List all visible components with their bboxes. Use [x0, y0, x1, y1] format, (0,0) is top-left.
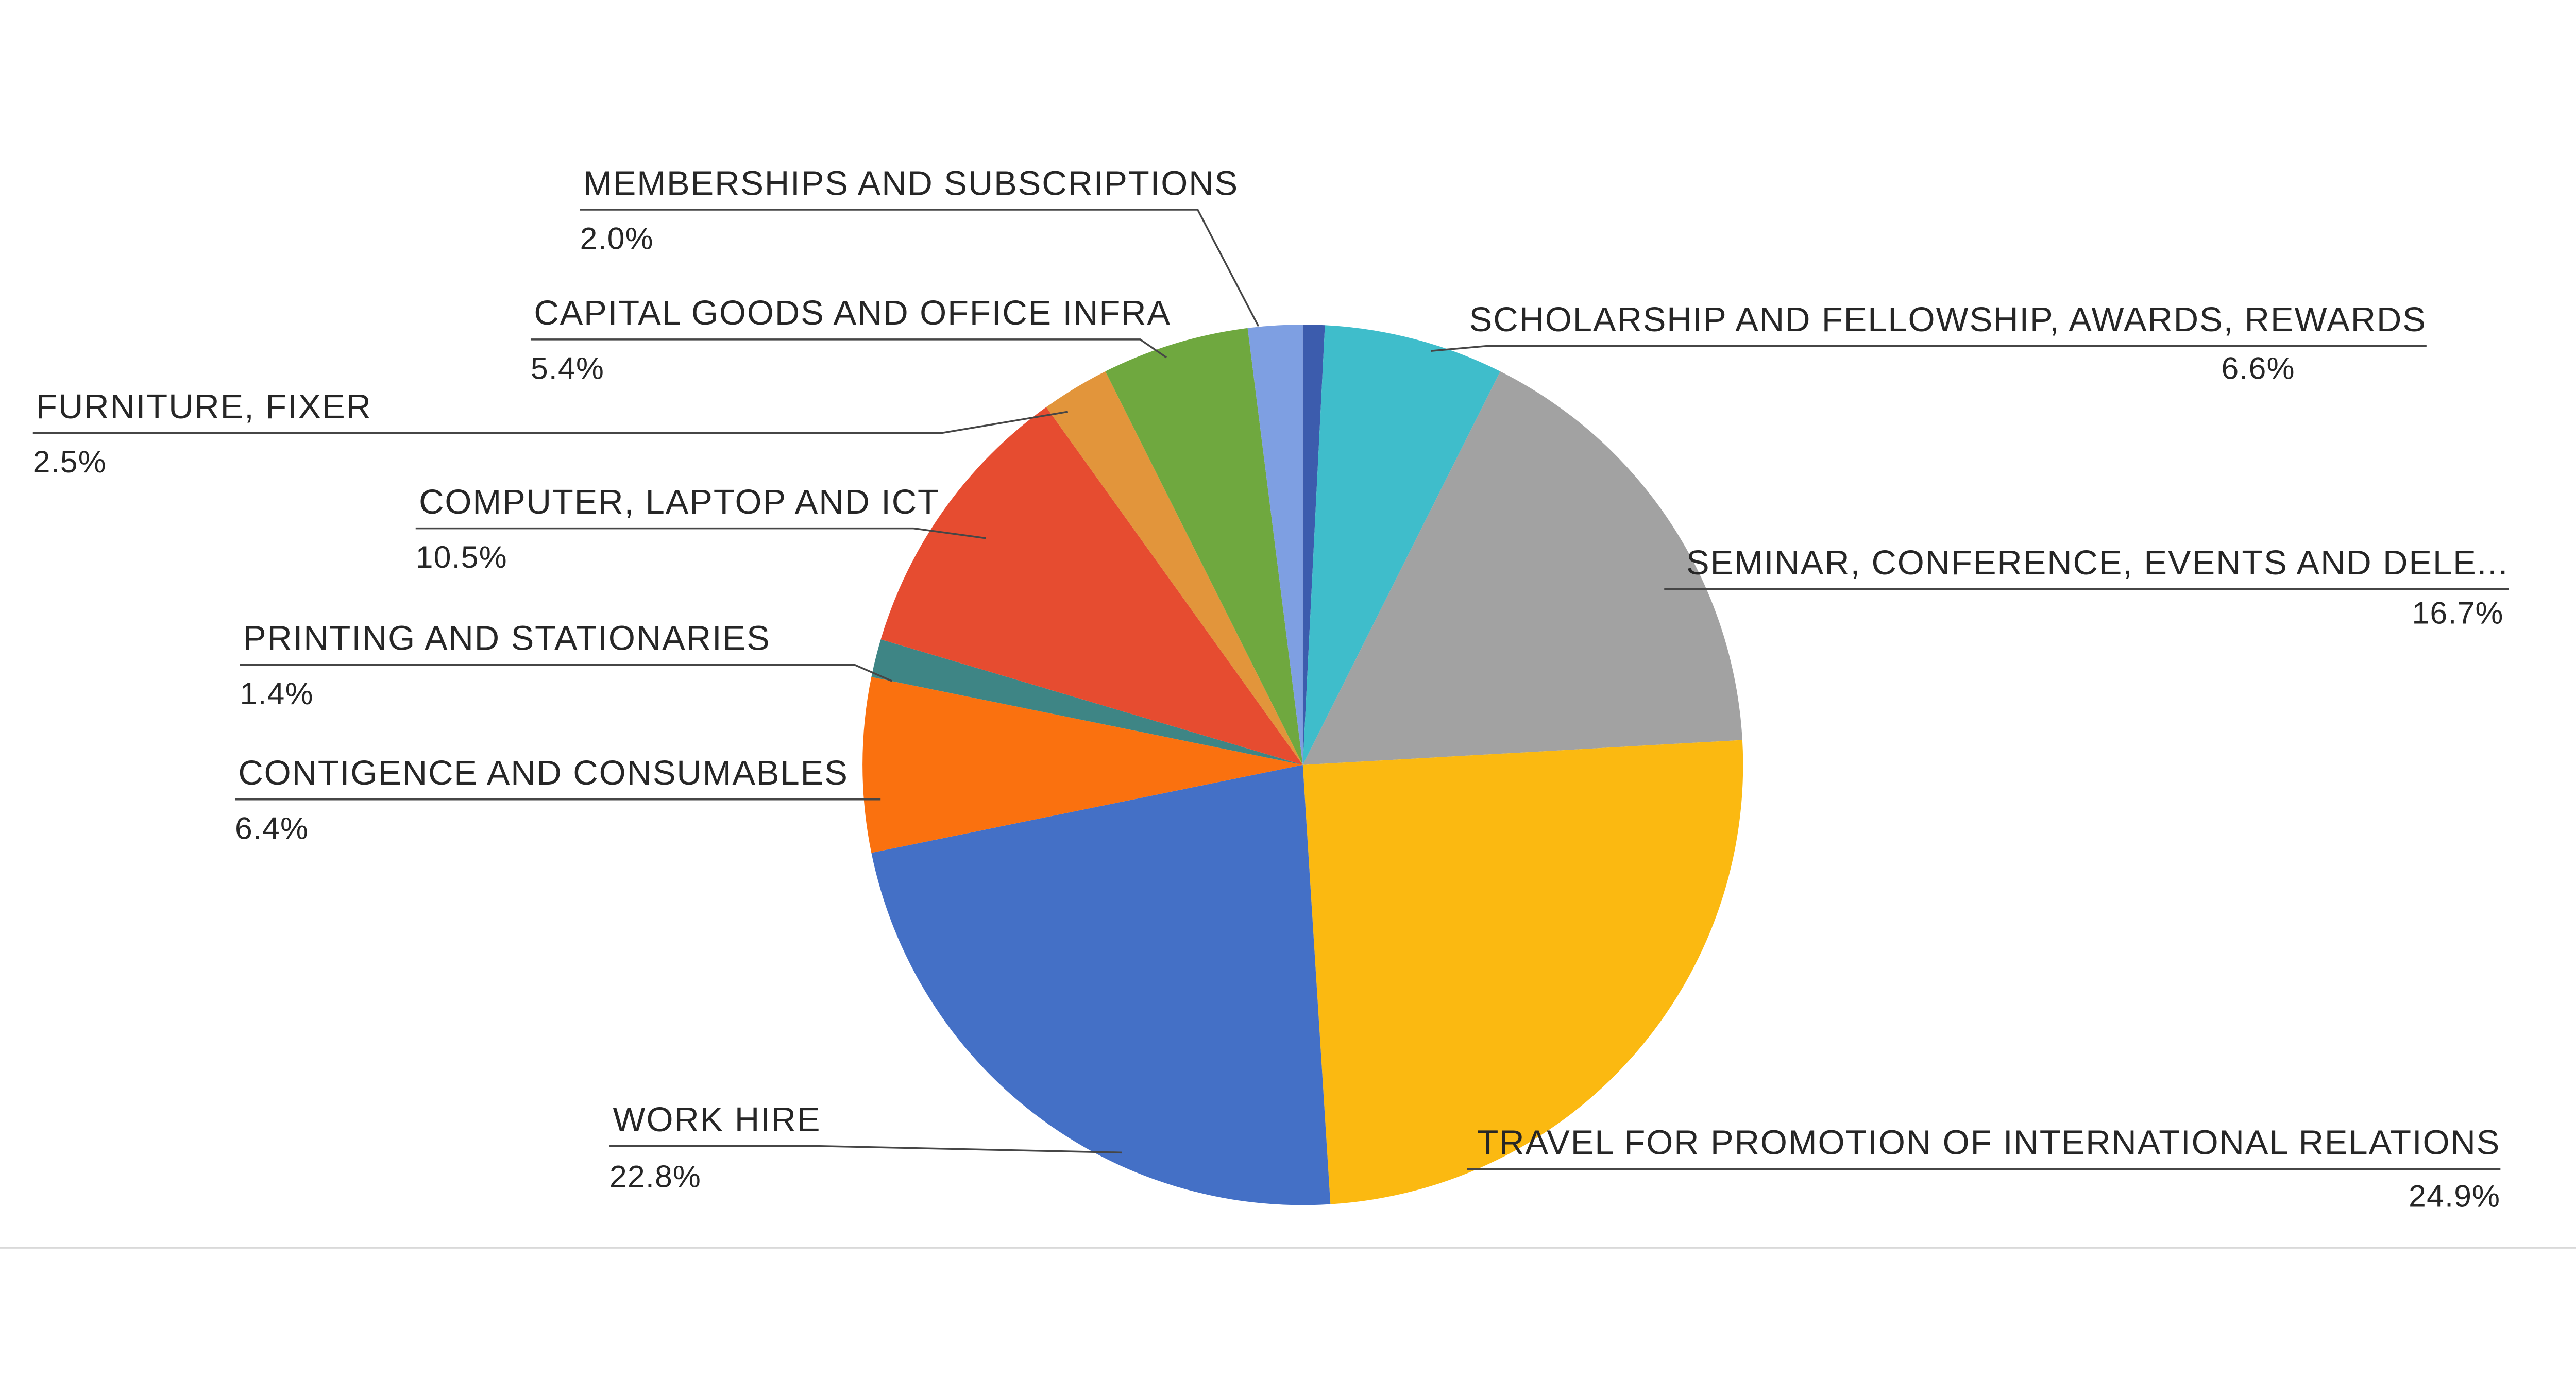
leader-line [530, 338, 1167, 359]
slice-percent: 6.6% [2222, 350, 2295, 385]
pie-slice-computer-laptop-and-ict [880, 407, 1303, 765]
slice-percent: 10.5% [416, 539, 507, 574]
pie-slice-unlabeled [1302, 325, 1325, 765]
slice-label: CAPITAL GOODS AND OFFICE INFRA [534, 294, 1171, 332]
slice-percent: 1.4% [240, 676, 314, 711]
callout-furniture-fixer: FURNITURE, FIXER 2.5% [32, 387, 1068, 479]
pie-slice-memberships-and-subscriptions [1247, 325, 1303, 765]
slice-percent: 24.9% [2409, 1179, 2500, 1214]
leader-line [609, 1145, 1122, 1154]
slice-percent: 2.0% [580, 221, 654, 256]
pie-slice-scholarship-and-fellowship-awards-rewards [1302, 325, 1500, 765]
callout-seminar-conference-events: SEMINAR, CONFERENCE, EVENTS AND DELE... … [1664, 543, 2509, 631]
slice-label: PRINTING AND STATIONARIES [243, 619, 771, 658]
pie-slice-furniture-fixer [1046, 371, 1303, 765]
leader-line [415, 527, 986, 539]
leader-line [580, 209, 1260, 327]
slice-label: CONTIGENCE AND CONSUMABLES [238, 754, 848, 792]
callout-travel-for-promotion-of-international-relations: TRAVEL FOR PROMOTION OF INTERNATIONAL RE… [1467, 1124, 2501, 1214]
slice-label: WORK HIRE [613, 1100, 821, 1139]
callout-scholarship-and-fellowship-awards-rewards: SCHOLARSHIP AND FELLOWSHIP, AWARDS, REWA… [1431, 300, 2427, 385]
callout-computer-laptop-and-ict: COMPUTER, LAPTOP AND ICT 10.5% [416, 483, 986, 574]
pie-slice-work-hire [871, 764, 1331, 1205]
leader-line [240, 664, 893, 682]
pie-slice-contigence-and-consumables [862, 677, 1303, 853]
leader-line [1431, 345, 2427, 352]
pie-slices [862, 325, 1743, 1205]
slice-label: MEMBERSHIPS AND SUBSCRIPTIONS [583, 164, 1239, 202]
slice-label: FURNITURE, FIXER [36, 387, 372, 426]
slice-label: TRAVEL FOR PROMOTION OF INTERNATIONAL RE… [1477, 1124, 2500, 1162]
callout-work-hire: WORK HIRE 22.8% [609, 1100, 1122, 1194]
slice-callouts: MEMBERSHIPS AND SUBSCRIPTIONS 2.0% CAPIT… [32, 164, 2509, 1214]
pie-slice-printing-and-stationaries [871, 639, 1303, 765]
slice-label: SEMINAR, CONFERENCE, EVENTS AND DELE... [1686, 543, 2509, 582]
callout-contigence-and-consumables: CONTIGENCE AND CONSUMABLES 6.4% [234, 754, 881, 845]
pie-slice-capital-goods-and-office-infra [1105, 328, 1303, 765]
slice-percent: 16.7% [2412, 596, 2504, 631]
slice-label: SCHOLARSHIP AND FELLOWSHIP, AWARDS, REWA… [1469, 300, 2427, 339]
leader-line [32, 411, 1068, 434]
slice-percent: 6.4% [235, 810, 309, 845]
callout-capital-goods-and-office-infra: CAPITAL GOODS AND OFFICE INFRA 5.4% [530, 294, 1171, 385]
slice-label: COMPUTER, LAPTOP AND ICT [419, 483, 940, 521]
callout-printing-and-stationaries: PRINTING AND STATIONARIES 1.4% [240, 619, 893, 711]
slice-percent: 2.5% [33, 444, 107, 479]
slice-percent: 22.8% [609, 1159, 701, 1194]
pie-slice-travel-for-promotion-of-international-relations [1302, 740, 1743, 1204]
pie-slice-seminar-conference-events-and-dele [1302, 371, 1742, 765]
slice-percent: 5.4% [531, 350, 604, 385]
callout-memberships-and-subscriptions: MEMBERSHIPS AND SUBSCRIPTIONS 2.0% [580, 164, 1260, 327]
